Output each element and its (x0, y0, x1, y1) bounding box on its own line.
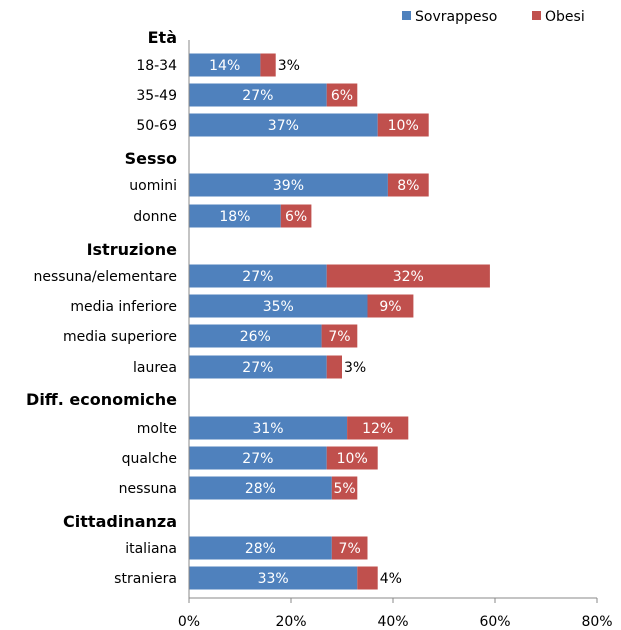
bar-segment-obesi (326, 264, 490, 288)
data-label: 7% (339, 541, 361, 557)
bar-segment-obesi (347, 416, 409, 440)
data-label: 26% (240, 329, 271, 345)
category-label: laurea (133, 360, 177, 376)
legend-swatch (402, 11, 411, 20)
bar-segment-obesi (387, 173, 429, 197)
data-label: 33% (258, 571, 289, 587)
bar-segment-sovrappeso (189, 355, 327, 379)
bar-segment-sovrappeso (189, 446, 327, 470)
category-label: media superiore (63, 329, 177, 345)
x-tick-label: 0% (178, 614, 200, 630)
bar-segment-obesi (326, 355, 342, 379)
bar-segment-obesi (331, 536, 368, 560)
bar-segment-obesi (367, 294, 414, 318)
data-label: 8% (397, 178, 419, 194)
bar-segment-sovrappeso (189, 536, 332, 560)
data-label: 32% (393, 269, 424, 285)
data-label: 14% (209, 58, 240, 74)
group-title: Istruzione (87, 240, 178, 259)
data-label: 4% (380, 571, 402, 587)
bar-segment-obesi (377, 113, 429, 137)
data-label: 27% (242, 269, 273, 285)
category-label: uomini (129, 178, 177, 194)
bar-segment-sovrappeso (189, 264, 327, 288)
group-title: Età (148, 28, 177, 47)
data-label: 18% (219, 209, 250, 225)
x-tick-label: 80% (581, 614, 612, 630)
bar-segment-sovrappeso (189, 173, 388, 197)
data-label: 12% (362, 421, 393, 437)
bar-segment-sovrappeso (189, 476, 332, 500)
data-label: 3% (278, 58, 300, 74)
x-tick-label: 60% (479, 614, 510, 630)
bar-segment-obesi (321, 324, 358, 348)
data-label: 37% (268, 118, 299, 134)
bar-segment-sovrappeso (189, 416, 348, 440)
data-label: 7% (328, 329, 350, 345)
bar-segment-obesi (357, 566, 378, 590)
data-label: 6% (285, 209, 307, 225)
bar-segment-obesi (326, 83, 358, 107)
category-label: qualche (122, 451, 177, 467)
category-label: 18-34 (136, 58, 177, 74)
bar-segment-sovrappeso (189, 324, 322, 348)
data-label: 9% (379, 299, 401, 315)
x-tick-label: 20% (275, 614, 306, 630)
bar-segment-obesi (326, 446, 378, 470)
group-title: Sesso (125, 149, 177, 168)
data-label: 28% (245, 481, 276, 497)
data-label: 39% (273, 178, 304, 194)
category-label: nessuna/elementare (34, 269, 178, 285)
data-label: 27% (242, 88, 273, 104)
legend-swatch (532, 11, 541, 20)
bar-segment-obesi (331, 476, 358, 500)
bar-segment-obesi (280, 204, 312, 228)
category-label: 35-49 (136, 88, 177, 104)
bar-segment-obesi (260, 53, 276, 77)
bar-segment-sovrappeso (189, 53, 261, 77)
category-label: italiana (125, 541, 177, 557)
data-label: 27% (242, 360, 273, 376)
data-label: 10% (388, 118, 419, 134)
category-label: media inferiore (70, 299, 177, 315)
data-label: 28% (245, 541, 276, 557)
category-label: straniera (114, 571, 177, 587)
x-tick-label: 40% (377, 614, 408, 630)
bar-segment-sovrappeso (189, 83, 327, 107)
category-label: 50-69 (136, 118, 177, 134)
category-label: molte (137, 421, 177, 437)
data-label: 3% (344, 360, 366, 376)
data-label: 10% (337, 451, 368, 467)
bar-segment-sovrappeso (189, 113, 378, 137)
data-label: 27% (242, 451, 273, 467)
bar-segment-sovrappeso (189, 294, 368, 318)
group-title: Cittadinanza (63, 512, 177, 531)
data-label: 5% (333, 481, 355, 497)
bar-segment-sovrappeso (189, 566, 358, 590)
legend-label: Obesi (545, 9, 585, 25)
category-label: nessuna (119, 481, 177, 497)
group-title: Diff. economiche (26, 390, 177, 409)
data-label: 6% (331, 88, 353, 104)
data-label: 35% (263, 299, 294, 315)
bar-segment-sovrappeso (189, 204, 281, 228)
data-label: 31% (252, 421, 283, 437)
category-label: donne (133, 209, 177, 225)
legend-label: Sovrappeso (415, 9, 497, 25)
